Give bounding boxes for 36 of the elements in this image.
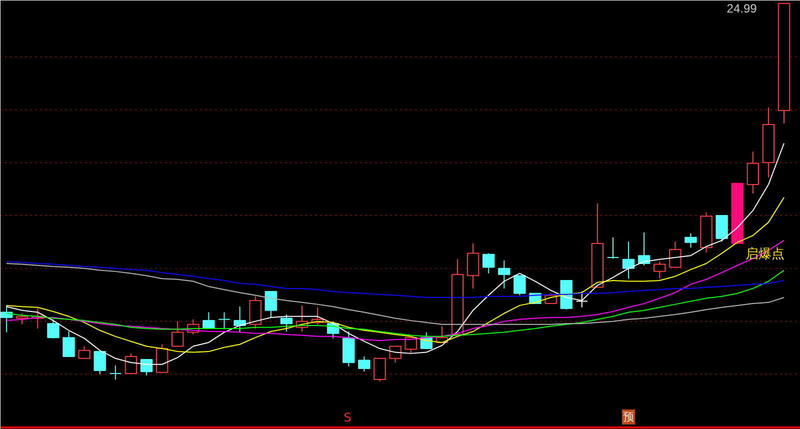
candlestick bbox=[172, 320, 184, 347]
candlestick bbox=[746, 151, 760, 194]
candlestick bbox=[514, 275, 526, 296]
candlestick bbox=[124, 352, 138, 374]
candlestick bbox=[0, 304, 13, 333]
candlestick bbox=[249, 296, 262, 329]
candlestick bbox=[606, 236, 620, 260]
candlestick bbox=[576, 290, 588, 308]
candlestick bbox=[374, 358, 386, 382]
candlestick bbox=[684, 232, 697, 248]
candlestick bbox=[78, 346, 90, 359]
text: 预 bbox=[623, 410, 634, 424]
candlestick bbox=[669, 241, 682, 268]
candlestick bbox=[466, 242, 480, 289]
candlestick bbox=[264, 290, 277, 318]
candlestick bbox=[202, 312, 215, 329]
candlestick bbox=[156, 344, 168, 373]
candlestick bbox=[16, 312, 28, 325]
candlestick bbox=[94, 351, 106, 375]
candlestick bbox=[404, 337, 417, 354]
candlestick bbox=[654, 261, 666, 280]
candlestick bbox=[234, 306, 246, 333]
annotation: 24.99 bbox=[726, 2, 758, 16]
candlestick bbox=[358, 356, 370, 372]
candlestick bbox=[389, 346, 402, 364]
candlestick bbox=[622, 241, 635, 280]
text: S bbox=[344, 410, 352, 424]
candlestick bbox=[140, 358, 153, 376]
candlestick bbox=[482, 252, 495, 274]
candlestick bbox=[109, 365, 122, 380]
candlestick bbox=[62, 331, 75, 357]
candlestick bbox=[218, 312, 230, 330]
candlestick bbox=[716, 215, 728, 242]
candlestick bbox=[47, 318, 60, 339]
candlestick bbox=[280, 314, 293, 332]
candlestick bbox=[498, 260, 510, 289]
